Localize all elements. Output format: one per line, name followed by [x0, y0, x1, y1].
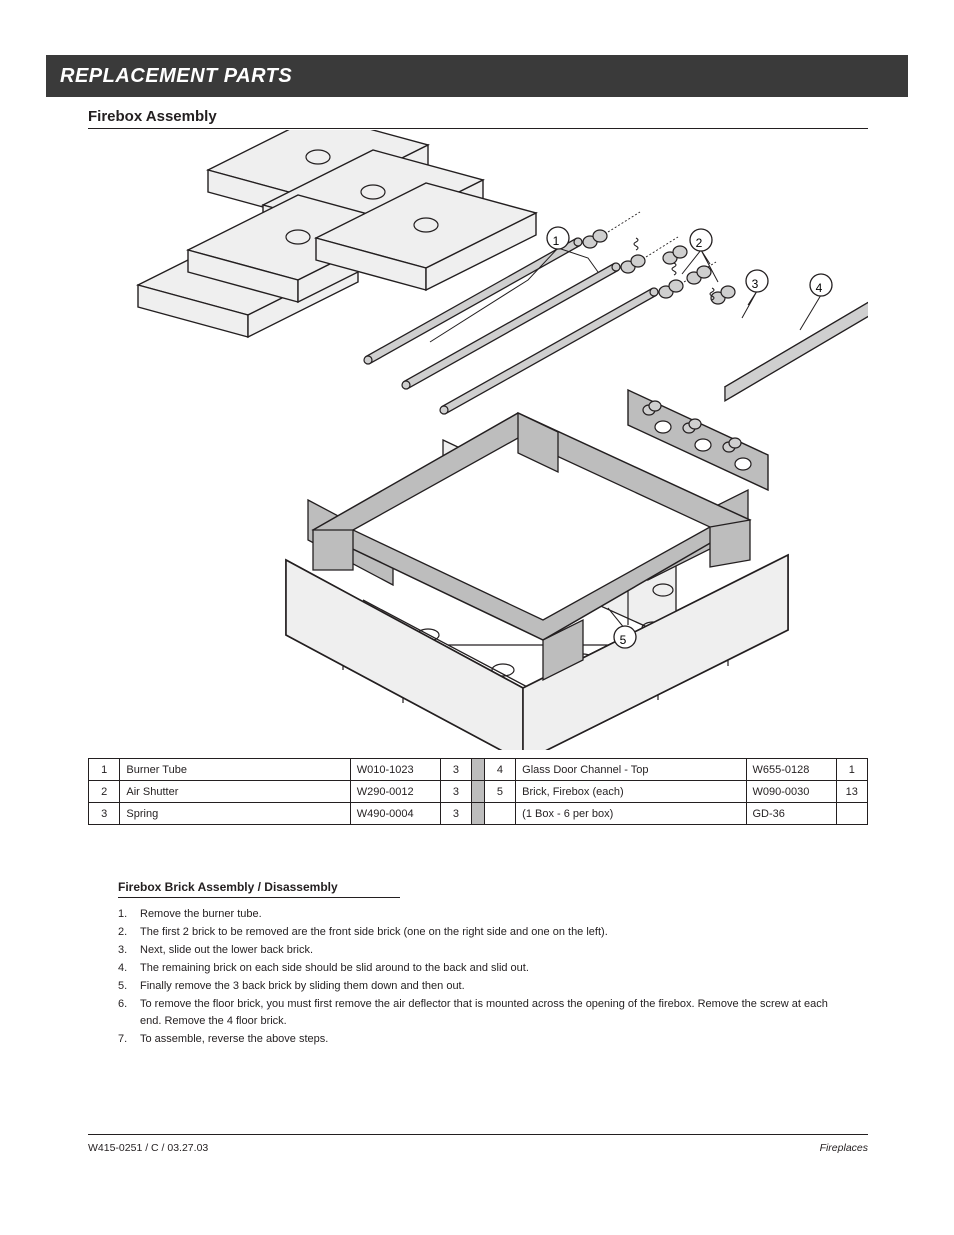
- cell-desc: (1 Box - 6 per box): [516, 803, 746, 825]
- table-separator: [472, 759, 485, 781]
- cell-part: GD-36: [746, 803, 836, 825]
- cell-part: W090-0030: [746, 781, 836, 803]
- footer-left: W415-0251 / C / 03.27.03: [88, 1142, 208, 1154]
- cell-desc: Air Shutter: [120, 781, 350, 803]
- cell-part: W290-0012: [350, 781, 440, 803]
- svg-text:2: 2: [696, 236, 703, 250]
- svg-text:3: 3: [752, 277, 759, 291]
- exploded-diagram: 1 2 3 4 5: [88, 130, 868, 750]
- footer-right: Fireplaces: [820, 1142, 868, 1154]
- step-number: 5.: [118, 978, 140, 995]
- step-item: 3.Next, slide out the lower back brick.: [118, 942, 848, 959]
- step-item: 7.To assemble, reverse the above steps.: [118, 1031, 848, 1048]
- assembly-subhead-rule: [118, 897, 400, 898]
- parts-table: 1Burner TubeW010-102334Glass Door Channe…: [88, 758, 868, 825]
- step-item: 6.To remove the floor brick, you must fi…: [118, 996, 848, 1030]
- cell-desc: Burner Tube: [120, 759, 350, 781]
- footer-rule: [88, 1134, 868, 1135]
- section-rule: [88, 128, 868, 129]
- step-text: To assemble, reverse the above steps.: [140, 1031, 848, 1048]
- step-item: 2.The first 2 brick to be removed are th…: [118, 924, 848, 941]
- cell-qty: 13: [836, 781, 867, 803]
- svg-text:4: 4: [816, 281, 823, 295]
- cell-index: 1: [89, 759, 120, 781]
- cell-index: [484, 803, 515, 825]
- table-separator: [472, 781, 485, 803]
- cell-qty: 3: [440, 759, 471, 781]
- cell-part: W010-1023: [350, 759, 440, 781]
- cell-qty: 1: [836, 759, 867, 781]
- table-separator: [472, 803, 485, 825]
- cell-index: 3: [89, 803, 120, 825]
- step-text: Remove the burner tube.: [140, 906, 848, 923]
- step-text: The first 2 brick to be removed are the …: [140, 924, 848, 941]
- section-title: Firebox Assembly: [88, 108, 217, 125]
- step-number: 1.: [118, 906, 140, 923]
- step-item: 5.Finally remove the 3 back brick by sli…: [118, 978, 848, 995]
- cell-desc: Brick, Firebox (each): [516, 781, 746, 803]
- cell-index: 4: [484, 759, 515, 781]
- cell-qty: [836, 803, 867, 825]
- cell-part: W655-0128: [746, 759, 836, 781]
- step-text: Finally remove the 3 back brick by slidi…: [140, 978, 848, 995]
- cell-part: W490-0004: [350, 803, 440, 825]
- step-number: 6.: [118, 996, 140, 1030]
- step-item: 4.The remaining brick on each side shoul…: [118, 960, 848, 977]
- step-item: 1.Remove the burner tube.: [118, 906, 848, 923]
- page-footer: W415-0251 / C / 03.27.03 Fireplaces: [88, 1142, 868, 1154]
- step-number: 3.: [118, 942, 140, 959]
- svg-text:5: 5: [620, 633, 627, 647]
- assembly-subhead: Firebox Brick Assembly / Disassembly: [118, 880, 338, 894]
- svg-text:1: 1: [553, 234, 560, 248]
- assembly-steps: 1.Remove the burner tube.2.The first 2 b…: [118, 906, 848, 1049]
- page-header: REPLACEMENT PARTS: [46, 55, 908, 97]
- cell-index: 5: [484, 781, 515, 803]
- cell-index: 2: [89, 781, 120, 803]
- step-number: 4.: [118, 960, 140, 977]
- cell-qty: 3: [440, 803, 471, 825]
- step-text: To remove the floor brick, you must firs…: [140, 996, 848, 1030]
- cell-desc: Spring: [120, 803, 350, 825]
- step-text: The remaining brick on each side should …: [140, 960, 848, 977]
- cell-qty: 3: [440, 781, 471, 803]
- step-text: Next, slide out the lower back brick.: [140, 942, 848, 959]
- cell-desc: Glass Door Channel - Top: [516, 759, 746, 781]
- step-number: 2.: [118, 924, 140, 941]
- step-number: 7.: [118, 1031, 140, 1048]
